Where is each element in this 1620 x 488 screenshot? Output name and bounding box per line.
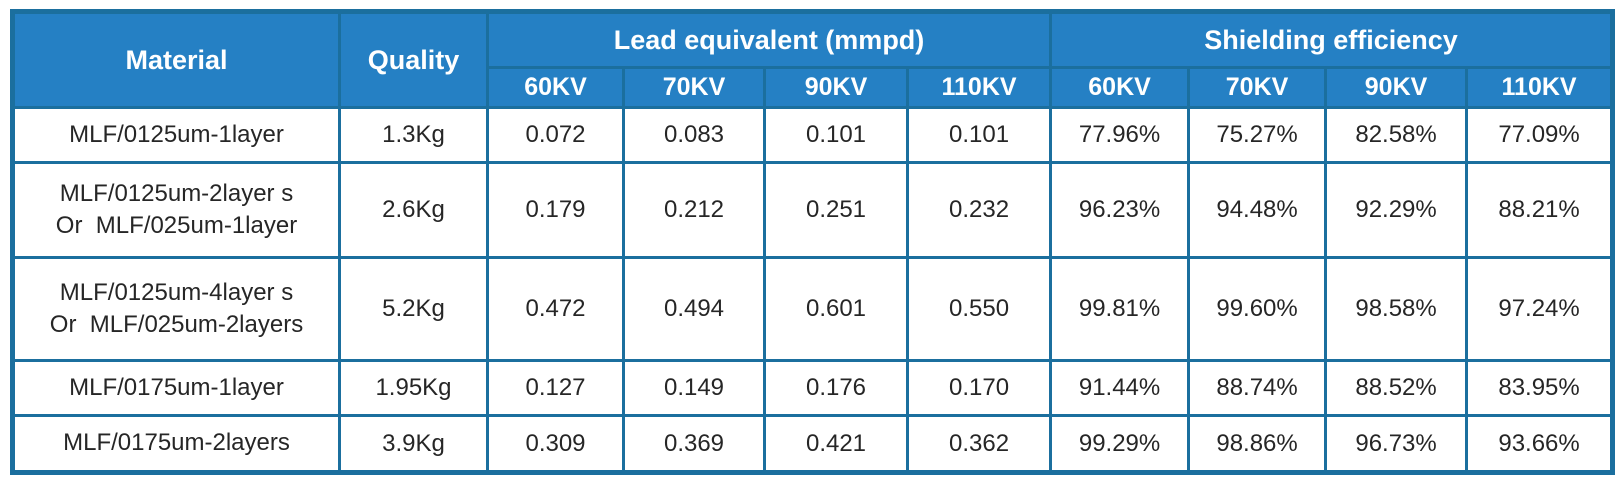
table-row: MLF/0175um-1layer 1.95Kg 0.127 0.149 0.1… [11,359,1615,417]
header-row-kv: 60KV 70KV 90KV 110KV 60KV 70KV 90KV 110K… [13,66,1615,109]
shield-value-cell: 93.66% [1465,414,1615,474]
quality-cell: 1.3Kg [338,106,489,164]
shield-value-cell: 88.74% [1187,359,1328,417]
lead-value-cell: 0.494 [622,256,766,362]
table-header: Material Quality Lead equivalent (mmpd) … [11,10,1615,109]
material-name: MLF/0175um-2layers [63,429,290,457]
lead-value-cell: 0.212 [622,161,766,259]
lead-value-cell: 0.101 [763,106,909,164]
table-row: MLF/0175um-2layers 3.9Kg 0.309 0.369 0.4… [11,414,1615,474]
lead-value-cell: 0.362 [905,414,1053,474]
table-body: MLF/0125um-1layer 1.3Kg 0.072 0.083 0.10… [11,106,1615,474]
lead-value-cell: 0.170 [905,359,1053,417]
shield-110kv-header: 110KV [1465,66,1615,109]
lead-value-cell: 0.309 [486,414,625,474]
shield-value-cell: 77.96% [1049,106,1191,164]
shielding-data-table: Material Quality Lead equivalent (mmpd) … [10,9,1616,475]
shielding-efficiency-group-header: Shielding efficiency [1049,10,1615,69]
lead-value-cell: 0.251 [763,161,909,259]
material-cell: MLF/0125um-2layer s Or MLF/025um-1layer [11,161,341,259]
shield-value-cell: 97.24% [1465,256,1615,362]
material-name: MLF/0125um-4layer s [59,278,294,306]
lead-value-cell: 0.550 [905,256,1053,362]
lead-value-cell: 0.176 [763,359,909,417]
shield-value-cell: 94.48% [1187,161,1328,259]
table-row: MLF/0125um-4layer s Or MLF/025um-2layers… [11,256,1615,362]
lead-70kv-header: 70KV [622,66,766,109]
lead-value-cell: 0.369 [622,414,766,474]
shield-value-cell: 83.95% [1465,359,1615,417]
material-name: MLF/0125um-2layer s [59,179,294,207]
material-column-header: Material [11,10,341,109]
shield-value-cell: 77.09% [1465,106,1615,164]
shield-value-cell: 75.27% [1187,106,1328,164]
lead-value-cell: 0.601 [763,256,909,362]
material-name-alt: Or MLF/025um-1layer [55,212,298,239]
quality-cell: 5.2Kg [338,256,489,362]
shield-value-cell: 98.86% [1187,414,1328,474]
material-cell: MLF/0175um-2layers [11,414,341,474]
quality-cell: 2.6Kg [338,161,489,259]
quality-cell: 1.95Kg [338,359,489,417]
material-cell: MLF/0125um-4layer s Or MLF/025um-2layers [11,256,341,362]
lead-90kv-header: 90KV [763,66,909,109]
header-row-main: Material Quality Lead equivalent (mmpd) … [11,10,1615,109]
table-row: MLF/0125um-1layer 1.3Kg 0.072 0.083 0.10… [11,106,1615,164]
shield-value-cell: 99.60% [1187,256,1328,362]
shield-70kv-header: 70KV [1187,66,1328,109]
lead-60kv-header: 60KV [486,66,625,109]
lead-value-cell: 0.421 [763,414,909,474]
material-name: MLF/0175um-1layer [69,373,284,401]
lead-value-cell: 0.083 [622,106,766,164]
lead-110kv-header: 110KV [905,66,1053,109]
material-cell: MLF/0175um-1layer [11,359,341,417]
shield-value-cell: 96.23% [1049,161,1191,259]
lead-equivalent-group-header: Lead equivalent (mmpd) [485,10,1053,69]
material-name-alt: Or MLF/025um-2layers [49,311,304,338]
lead-value-cell: 0.179 [486,161,625,259]
shield-value-cell: 88.52% [1324,359,1469,417]
table-row: MLF/0125um-2layer s Or MLF/025um-1layer … [11,161,1615,259]
material-name: MLF/0125um-1layer [69,120,284,148]
shield-90kv-header: 90KV [1324,66,1469,109]
lead-value-cell: 0.127 [486,359,625,417]
shield-value-cell: 88.21% [1465,161,1615,259]
material-cell: MLF/0125um-1layer [11,106,341,164]
shield-value-cell: 82.58% [1324,106,1469,164]
shield-value-cell: 91.44% [1049,359,1191,417]
lead-value-cell: 0.472 [486,256,625,362]
shield-value-cell: 98.58% [1324,256,1469,362]
shield-value-cell: 99.29% [1049,414,1191,474]
shield-value-cell: 92.29% [1324,161,1469,259]
shield-value-cell: 99.81% [1049,256,1191,362]
quality-cell: 3.9Kg [338,414,489,474]
lead-value-cell: 0.072 [486,106,625,164]
lead-value-cell: 0.101 [905,106,1053,164]
lead-value-cell: 0.149 [622,359,766,417]
shield-60kv-header: 60KV [1049,66,1191,109]
quality-column-header: Quality [338,10,489,109]
shield-value-cell: 96.73% [1324,414,1469,474]
lead-value-cell: 0.232 [905,161,1053,259]
